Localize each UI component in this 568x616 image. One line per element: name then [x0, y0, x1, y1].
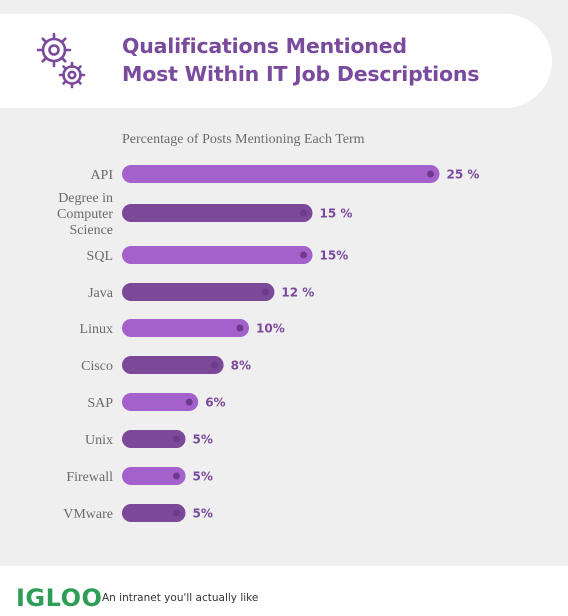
value-label: 15% — [320, 249, 349, 263]
category-label: Degree in Computer Science — [57, 191, 113, 238]
page-title-line-2: Most Within IT Job Descriptions — [122, 62, 480, 86]
bar-vmware — [122, 504, 186, 522]
footer-tagline: An intranet you'll actually like — [102, 592, 259, 604]
bar-end-dot — [300, 209, 307, 217]
bar-firewall — [122, 467, 186, 485]
value-label: 10% — [256, 322, 285, 336]
bar-end-dot — [300, 251, 307, 259]
page-title-line-1: Qualifications Mentioned — [122, 34, 407, 58]
bar-end-dot — [427, 170, 434, 178]
value-label: 5% — [193, 433, 213, 447]
bar-java — [122, 283, 275, 301]
igloo-logo: IGLOO — [16, 584, 103, 612]
category-label: Java — [88, 286, 114, 301]
bar-end-dot — [236, 324, 244, 332]
bar-end-dot — [173, 435, 180, 443]
bar-end-dot — [261, 288, 269, 296]
bar-sql — [122, 246, 313, 264]
value-label: 12 % — [281, 286, 314, 300]
category-label: API — [90, 168, 113, 183]
value-label: 8% — [231, 359, 251, 373]
value-label: 5% — [193, 507, 213, 521]
category-label: Unix — [85, 433, 113, 448]
bar-end-dot — [211, 361, 219, 369]
value-label: 5% — [193, 470, 213, 484]
value-label: 25 % — [447, 168, 480, 182]
bar-cisco — [122, 356, 224, 374]
bar-api — [122, 165, 440, 183]
category-label: VMware — [63, 507, 113, 522]
category-label: SAP — [87, 396, 113, 411]
category-label: Linux — [80, 322, 113, 337]
header-banner — [0, 14, 552, 108]
bar-end-dot — [173, 472, 180, 480]
value-label: 6% — [205, 396, 225, 410]
chart-title: Percentage of Posts Mentioning Each Term — [122, 132, 365, 147]
bar-end-dot — [185, 398, 193, 406]
bar-sap — [122, 393, 199, 411]
category-label: Firewall — [66, 470, 113, 485]
footer — [0, 566, 568, 616]
category-label: Cisco — [81, 359, 113, 374]
value-label: 15 % — [320, 207, 353, 221]
bar-unix — [122, 430, 186, 448]
bar-linux — [122, 319, 249, 337]
gears-icon — [36, 32, 86, 89]
bar-degree-in-computer-science — [122, 204, 313, 222]
bar-end-dot — [173, 509, 180, 517]
category-label: SQL — [87, 249, 113, 264]
